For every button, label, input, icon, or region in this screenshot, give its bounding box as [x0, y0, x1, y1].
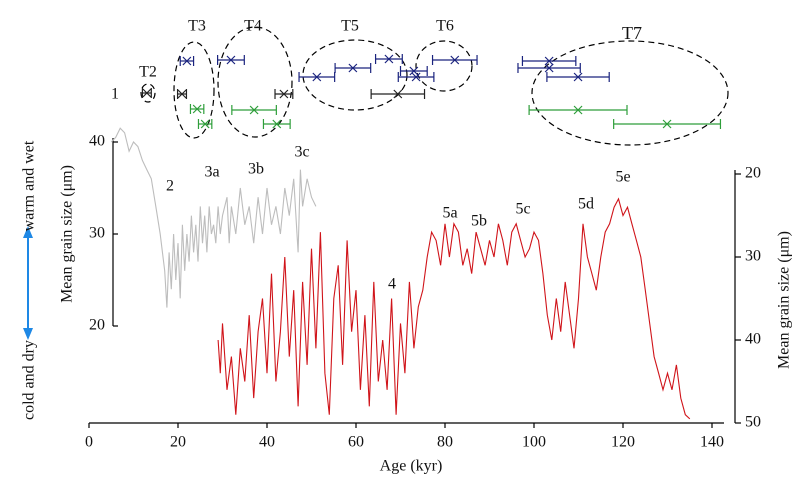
error-bar-part	[573, 105, 583, 115]
y2-axis-label: Mean grain size (μm)	[776, 231, 793, 369]
x-tick-label: 140	[700, 434, 724, 451]
annotation: 3b	[248, 161, 264, 178]
annotation: 3c	[294, 144, 309, 161]
dating-point	[521, 56, 577, 66]
error-bar-part	[450, 55, 460, 65]
error-bar-part	[348, 63, 358, 73]
y2-tick-label: 20	[745, 165, 761, 182]
series-line	[110, 127, 317, 308]
error-bar-part	[411, 72, 421, 82]
y-axis-label: Mean grain size (μm)	[59, 165, 76, 303]
x-axis-label: Age (kyr)	[380, 458, 443, 475]
annotation: 1	[111, 86, 119, 103]
x-tick-label: 80	[437, 434, 453, 451]
group-label: T7	[622, 23, 642, 43]
annotation: 5e	[615, 169, 630, 186]
group-label: T2	[139, 64, 157, 81]
group-ellipse	[531, 40, 729, 146]
dating-point	[528, 105, 628, 115]
annotation: 2	[166, 178, 174, 195]
dating-point	[217, 55, 245, 65]
dating-point	[546, 72, 610, 82]
dating-point	[370, 89, 426, 99]
x-tick-label: 0	[85, 434, 93, 451]
dating-point	[399, 66, 428, 76]
error-bar-part	[662, 119, 672, 129]
error-bar-part	[409, 66, 419, 76]
group-label: T3	[188, 18, 206, 35]
y2-tick-label: 40	[745, 331, 761, 348]
dating-point	[262, 119, 291, 129]
error-bar-part	[312, 72, 322, 82]
group-ellipse	[217, 26, 293, 138]
dating-point	[431, 55, 478, 65]
group-ellipse	[302, 39, 408, 111]
error-bar-part	[142, 88, 152, 98]
dating-point	[334, 63, 372, 73]
error-bar-part	[192, 104, 202, 114]
dating-point	[517, 63, 581, 73]
group-label: T4	[244, 18, 262, 35]
error-bar-part	[226, 55, 236, 65]
annotation: 3a	[204, 164, 219, 181]
group-ellipse	[173, 41, 215, 139]
dating-point	[298, 72, 336, 82]
y-tick-label: 30	[89, 225, 105, 242]
error-bar-part	[272, 119, 282, 129]
error-bar-part	[182, 56, 192, 66]
y2-tick-label: 30	[745, 248, 761, 265]
error-bar-part	[384, 54, 394, 64]
dating-point	[176, 89, 188, 99]
error-bar-part	[279, 89, 289, 99]
group-ellipse	[140, 83, 156, 103]
dating-point	[179, 56, 195, 66]
series-line	[217, 197, 691, 420]
dating-point	[189, 104, 205, 114]
annotation: 5b	[471, 213, 487, 230]
side-label: warm and wet	[21, 140, 38, 231]
error-bar-part	[573, 72, 583, 82]
x-tick-label: 120	[611, 434, 635, 451]
annotation: 4	[388, 276, 396, 293]
error-bar-part	[177, 89, 187, 99]
x-tick-label: 40	[259, 434, 275, 451]
dating-point	[374, 54, 403, 64]
dating-point	[397, 72, 435, 82]
group-label: T5	[341, 18, 359, 35]
annotation: 5a	[442, 205, 457, 222]
error-bar-part	[544, 63, 554, 73]
dating-point	[141, 88, 152, 98]
error-bar-part	[393, 89, 403, 99]
dating-point	[274, 89, 294, 99]
error-bar-part	[249, 105, 259, 115]
y-tick-label: 20	[89, 317, 105, 334]
error-bar-part	[200, 119, 210, 129]
dating-point	[613, 119, 722, 129]
side-label: cold and dry	[21, 340, 38, 420]
x-tick-label: 100	[522, 434, 546, 451]
error-bar-part	[544, 56, 554, 66]
group-ellipse	[415, 40, 473, 92]
group-label: T6	[436, 18, 454, 35]
y2-tick-label: 50	[745, 414, 761, 431]
y-tick-label: 40	[89, 133, 105, 150]
arrow-heads	[23, 226, 33, 340]
dating-point	[231, 105, 277, 115]
x-tick-label: 60	[348, 434, 364, 451]
dating-point	[197, 119, 213, 129]
group-ellipses	[140, 26, 729, 146]
annotation: 5c	[515, 201, 530, 218]
annotation: 5d	[578, 196, 594, 213]
x-tick-label: 20	[170, 434, 186, 451]
